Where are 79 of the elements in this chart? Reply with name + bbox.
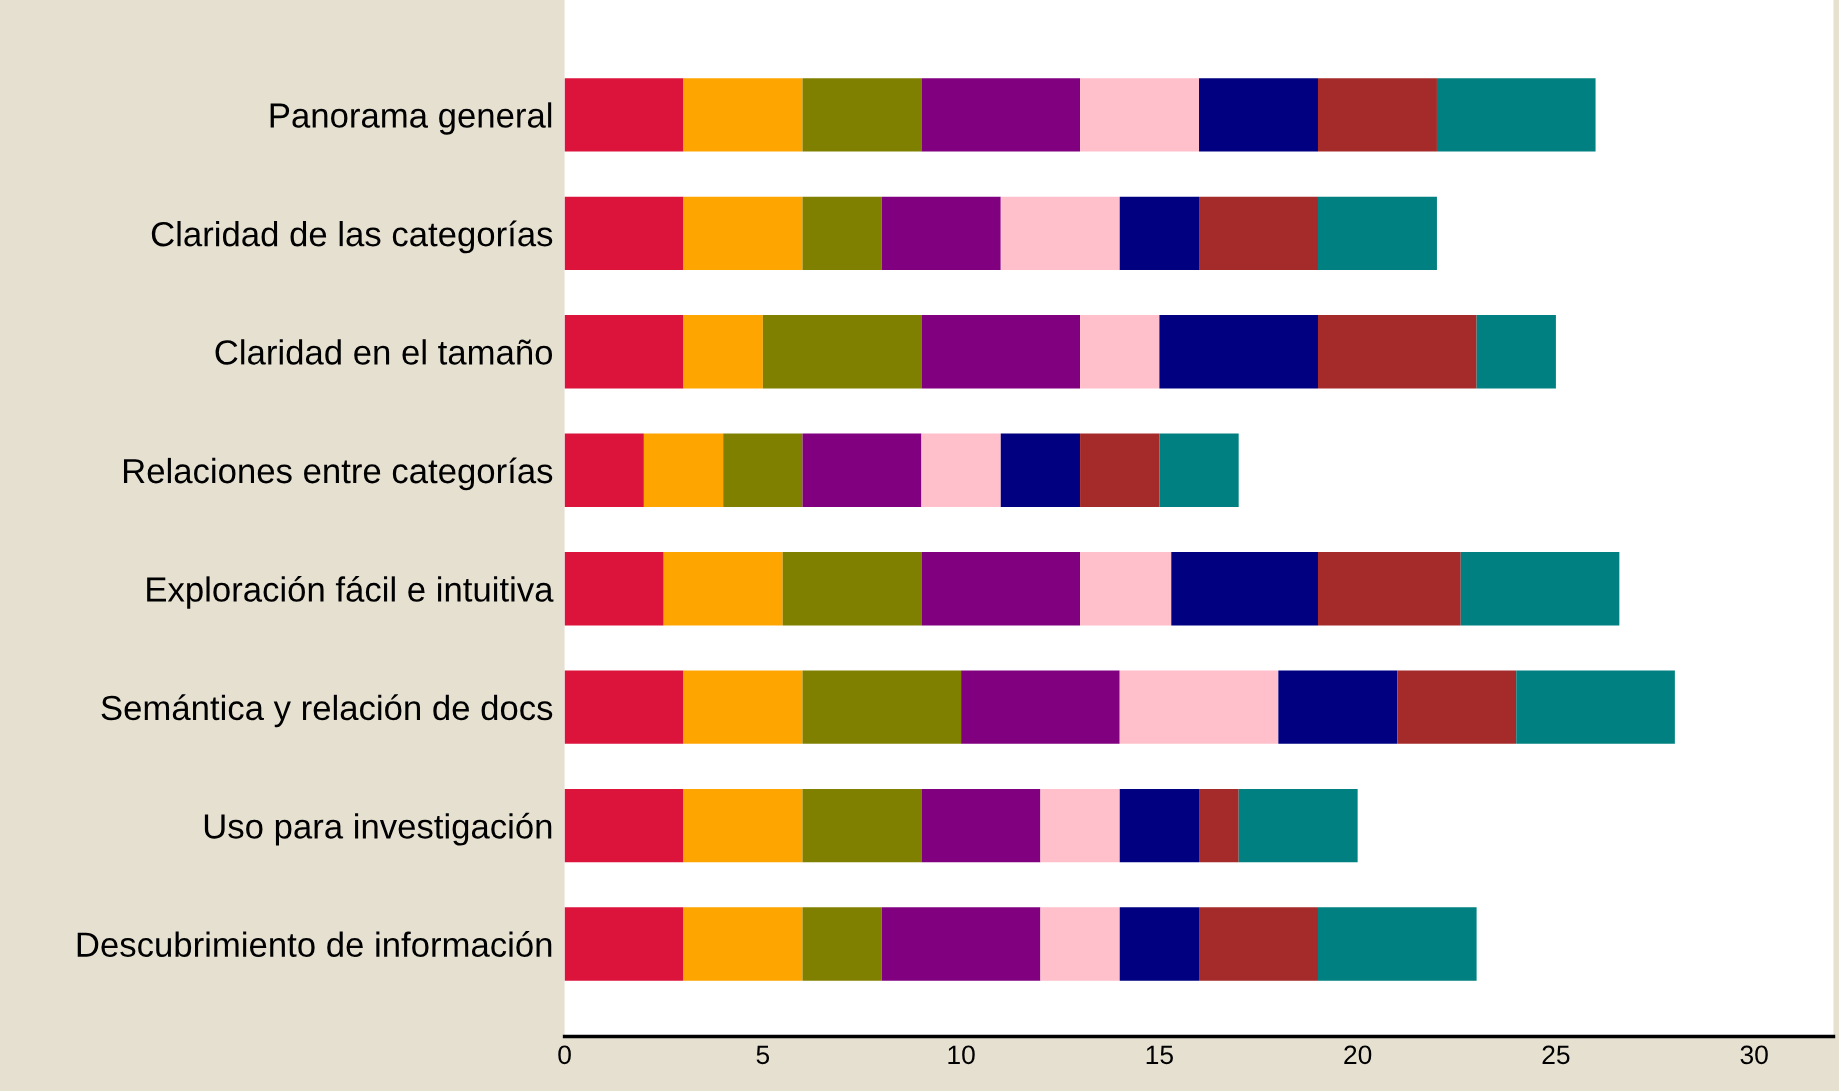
bar: [782, 551, 922, 626]
bar: [1317, 196, 1437, 271]
bar: [1040, 907, 1120, 981]
bar: [1317, 551, 1461, 626]
bar: [1159, 315, 1318, 389]
x-tick-label: 25: [1542, 1045, 1570, 1065]
bar: [802, 433, 922, 507]
bar: [683, 315, 763, 389]
y-tick-label: Uso para investigación: [204, 812, 552, 846]
x-tick-label: 10: [948, 1045, 975, 1065]
bar: [881, 196, 1001, 271]
y-tick-label: Exploración fácil e intuitiva: [147, 575, 554, 609]
bar: [564, 551, 664, 626]
bar: [683, 907, 803, 981]
bar: [564, 433, 644, 507]
bar: [564, 670, 684, 744]
bar: [1000, 433, 1081, 507]
bar: [1199, 196, 1318, 271]
bar: [921, 788, 1041, 863]
y-tick-label: Relaciones entre categorías: [123, 457, 553, 491]
bar: [1238, 788, 1358, 863]
bar: [1397, 670, 1517, 744]
y-tick-label: Descubrimiento de información: [77, 931, 552, 957]
x-tick-label: 0: [558, 1045, 571, 1065]
bar: [762, 315, 922, 389]
bar: [1199, 907, 1318, 981]
x-tick-label: 15: [1146, 1045, 1173, 1065]
y-tick-label: Semántica y relación de docs: [101, 694, 553, 728]
bar: [961, 670, 1120, 744]
bar: [881, 907, 1041, 981]
bar: [1080, 551, 1172, 626]
bar: [1040, 788, 1120, 863]
bar: [1317, 315, 1477, 389]
bar: [921, 78, 1081, 152]
bar: [802, 788, 922, 863]
bar: [1080, 78, 1200, 152]
bar: [643, 433, 724, 507]
bar: [802, 907, 882, 981]
bar: [1460, 551, 1620, 626]
y-tick-label: Claridad en el tamaño: [215, 339, 553, 365]
bar: [564, 788, 684, 863]
bar: [683, 788, 803, 863]
bar: [921, 433, 1001, 507]
x-tick-label: 5: [756, 1045, 770, 1065]
bar: [802, 670, 962, 744]
bar: [683, 670, 803, 744]
bar: [1199, 788, 1239, 863]
bar: [1516, 670, 1675, 744]
bar: [1119, 907, 1200, 981]
bar: [921, 315, 1081, 389]
bar: [723, 433, 803, 507]
bar: [1317, 78, 1437, 152]
bar: [1119, 788, 1200, 863]
x-tick-label: 30: [1740, 1045, 1768, 1065]
bar: [1199, 78, 1318, 152]
bar: [1080, 315, 1160, 389]
bar: [564, 196, 684, 271]
bar: [1436, 78, 1596, 152]
bar: [1119, 670, 1279, 744]
bar: [1080, 433, 1160, 507]
bar: [564, 907, 684, 981]
bar: [564, 78, 684, 152]
bar: [564, 315, 684, 389]
bar: [1171, 551, 1318, 626]
bar: [1119, 196, 1200, 271]
bar: [683, 196, 803, 271]
bar: [1278, 670, 1398, 744]
x-tick-label: 20: [1344, 1045, 1372, 1065]
bar: [663, 551, 783, 626]
bar: [802, 196, 882, 271]
bar: [1159, 433, 1239, 507]
y-tick-label: Panorama general: [270, 102, 552, 135]
bar: [1000, 196, 1120, 271]
bar: [1476, 315, 1556, 389]
bar: [921, 551, 1081, 626]
y-tick-label: Claridad de las categorías: [151, 220, 553, 254]
bar: [1317, 907, 1477, 981]
bar: [683, 78, 803, 152]
bar: [802, 78, 922, 152]
